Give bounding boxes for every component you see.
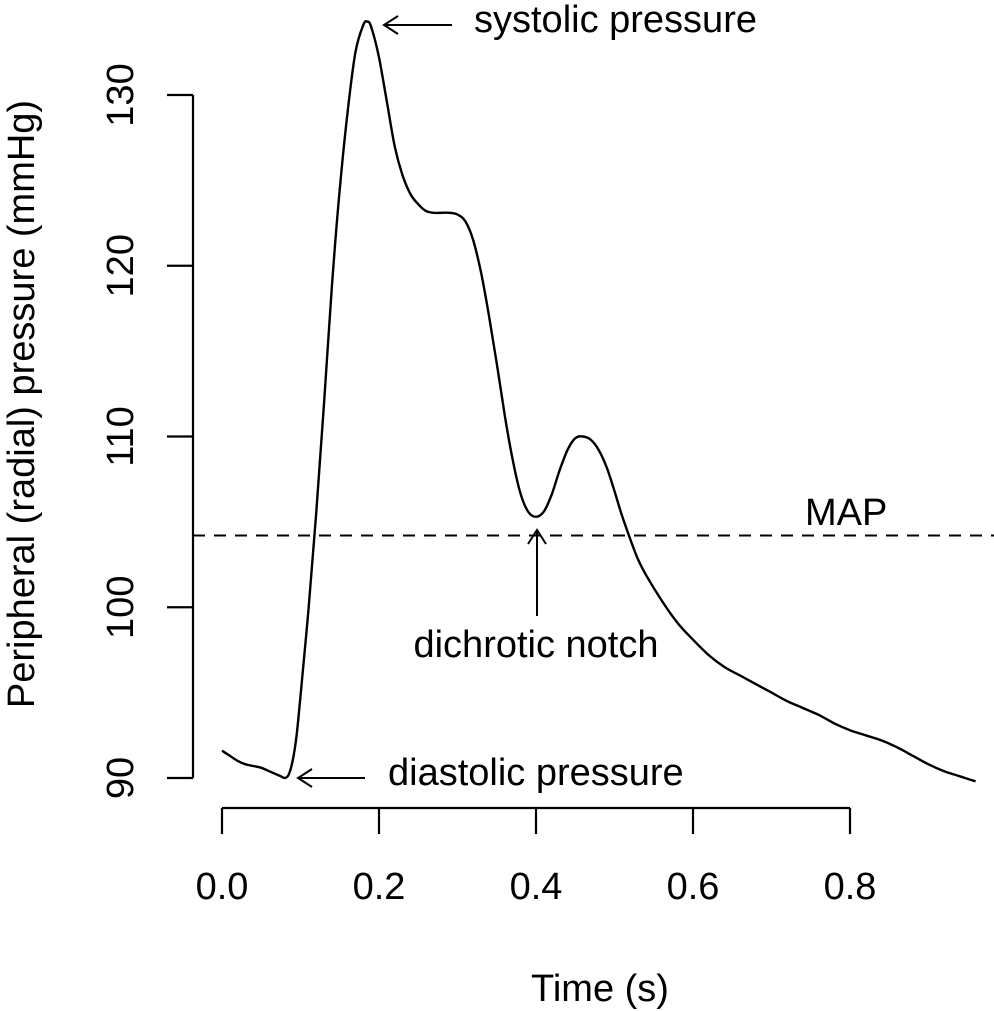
map-label: MAP — [805, 492, 887, 534]
x-axis: 0.0 0.2 0.4 0.6 0.8 — [196, 806, 877, 908]
annotation-dichrotic-notch: dichrotic notch — [413, 528, 659, 666]
systolic-label: systolic pressure — [474, 0, 757, 41]
diastolic-arrowhead — [296, 768, 313, 788]
y-tick-label: 100 — [100, 576, 142, 639]
x-tick-label: 0.6 — [667, 866, 720, 908]
y-tick-label: 130 — [100, 63, 142, 126]
y-ticks: 90 100 110 120 130 — [100, 63, 193, 799]
y-tick-label: 90 — [100, 757, 142, 799]
y-tick-label: 120 — [100, 234, 142, 297]
y-axis-title: Peripheral (radial) pressure (mmHg) — [1, 100, 43, 708]
pressure-waveform-line — [221, 20, 976, 783]
annotation-diastolic: diastolic pressure — [296, 752, 684, 794]
dichrotic-label: dichrotic notch — [413, 624, 658, 666]
x-tick-label: 0.2 — [353, 866, 406, 908]
x-tick-label: 0.0 — [196, 866, 249, 908]
diastolic-label: diastolic pressure — [388, 752, 684, 794]
systolic-arrowhead — [382, 15, 399, 35]
y-tick-label: 110 — [100, 406, 142, 467]
x-tick-label: 0.8 — [824, 866, 877, 908]
x-axis-title: Time (s) — [531, 968, 669, 1010]
annotation-systolic: systolic pressure — [382, 0, 757, 41]
dichrotic-arrowhead — [527, 528, 547, 545]
x-ticks: 0.0 0.2 0.4 0.6 0.8 — [196, 808, 877, 908]
y-axis: 90 100 110 120 130 — [100, 63, 195, 799]
x-tick-label: 0.4 — [510, 866, 563, 908]
